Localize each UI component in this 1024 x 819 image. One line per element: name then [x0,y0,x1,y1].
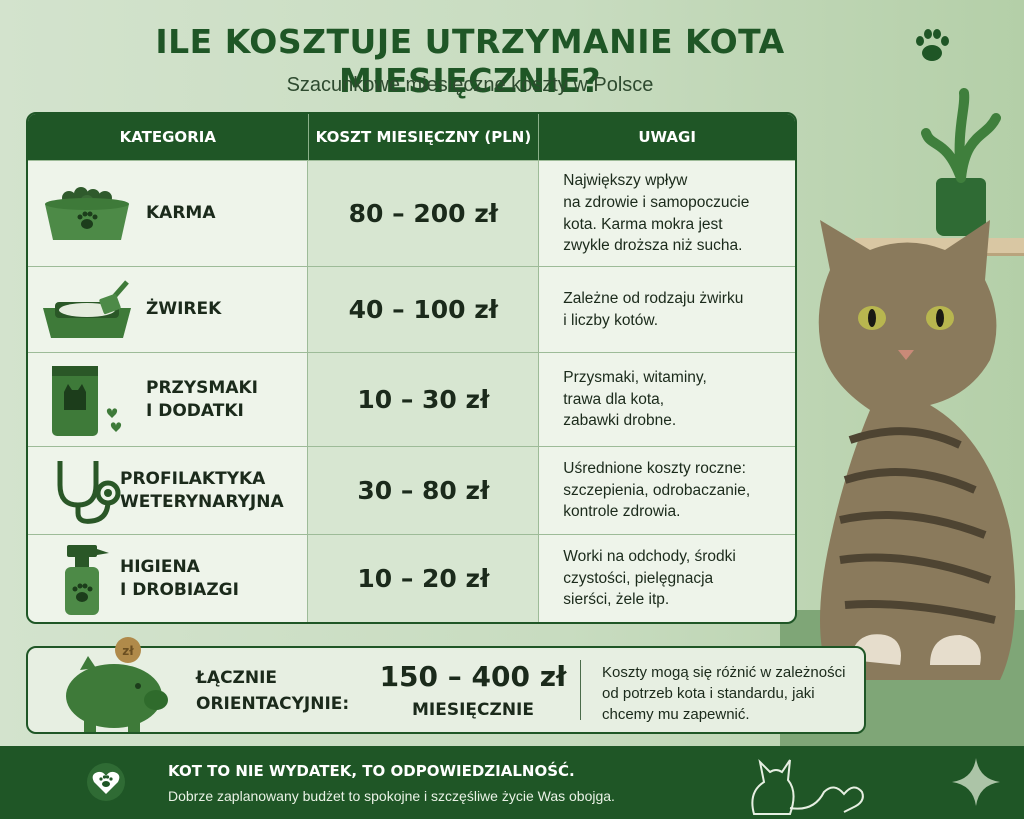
category-label: KARMA [146,203,216,224]
piggy-bank-icon: zł [66,637,168,732]
paw-icon [916,29,949,61]
tabby-cat-image [818,220,1016,680]
total-unit: MIESIĘCZNIE [411,700,534,720]
category-cell: PROFILAKTYKA WETERYNARYJNA [28,447,307,534]
header-category: KATEGORIA [119,128,216,146]
table-header: KATEGORIA KOSZT MIESIĘCZNY (PLN) UWAGI [28,114,795,160]
heart-paw-icon [87,763,125,801]
table-row: PROFILAKTYKA WETERYNARYJNA 30 – 80 zł Uś… [28,446,795,534]
category-cell: PRZYSMAKI I DODATKI [28,353,307,446]
plant-icon [921,88,1001,236]
category-label: ŻWIREK [146,299,222,320]
spray-bottle-icon [65,544,109,615]
cost-cell: 40 – 100 zł [307,267,540,352]
treat-bag-icon [52,365,122,436]
page-title: ILE KOSZTUJE UTRZYMANIE KOTA MIESIĘCZNIE… [155,22,785,100]
cost-table: KATEGORIA KOSZT MIESIĘCZNY (PLN) UWAGI K… [26,112,797,624]
litter-box-icon [43,279,131,338]
cat-outline-icon [751,758,864,815]
footer-banner: KOT TO NIE WYDATEK, TO ODPOWIEDZIALNOŚĆ.… [0,746,1024,819]
header-notes: UWAGI [638,128,696,146]
table-row: ŻWIREK 40 – 100 zł Zależne od rodzaju żw… [28,266,795,352]
food-bowl-icon [45,186,129,240]
total-summary: zł ŁĄCZNIE ORIENTACYJNIE: 150 – 400 zł M… [26,637,866,734]
table-row: KARMA 80 – 200 zł Największy wpływ na zd… [28,160,795,266]
cost-cell: 30 – 80 zł [307,447,540,534]
table-row: HIGIENA I DROBIAZGI 10 – 20 zł Worki na … [28,534,795,622]
footer-title: KOT TO NIE WYDATEK, TO ODPOWIEDZIALNOŚĆ. [168,762,575,780]
category-label: PRZYSMAKI I DODATKI [146,378,259,421]
total-value: 150 – 400 zł [379,660,567,693]
category-cell: KARMA [28,161,307,266]
coin-label: zł [122,644,134,658]
category-label: HIGIENA I DROBIAZGI [120,557,239,600]
note-cell: Największy wpływ na zdrowie i samopoczuc… [563,172,750,255]
note-cell: Uśrednione koszty roczne: szczepienia, o… [563,459,751,521]
sparkle-icon [952,758,1000,806]
total-note: Koszty mogą się różnić w zależności od p… [602,664,846,723]
table-row: PRZYSMAKI I DODATKI 10 – 30 zł Przysmaki… [28,352,795,446]
total-label: ŁĄCZNIE ORIENTACYJNIE: [196,668,350,714]
cost-cell: 80 – 200 zł [307,161,540,266]
cost-cell: 10 – 30 zł [307,353,540,446]
note-cell: Przysmaki, witaminy, trawa dla kota, zab… [563,368,707,430]
stethoscope-icon [57,460,121,524]
note-cell: Worki na odchody, środki czystości, piel… [563,547,736,609]
header-cost: KOSZT MIESIĘCZNY (PLN) [307,114,540,160]
category-cell: ŻWIREK [28,267,307,352]
category-label: PROFILAKTYKA WETERYNARYJNA [120,469,284,512]
footer-subtitle: Dobrze zaplanowany budżet to spokojne i … [168,788,615,804]
category-cell: HIGIENA I DROBIAZGI [28,535,307,622]
page-subtitle: Szacunkowe miesięczne koszty w Polsce [286,74,654,96]
note-cell: Zależne od rodzaju żwirku i liczby kotów… [563,289,744,329]
divider [580,660,581,720]
cost-cell: 10 – 20 zł [307,535,540,622]
